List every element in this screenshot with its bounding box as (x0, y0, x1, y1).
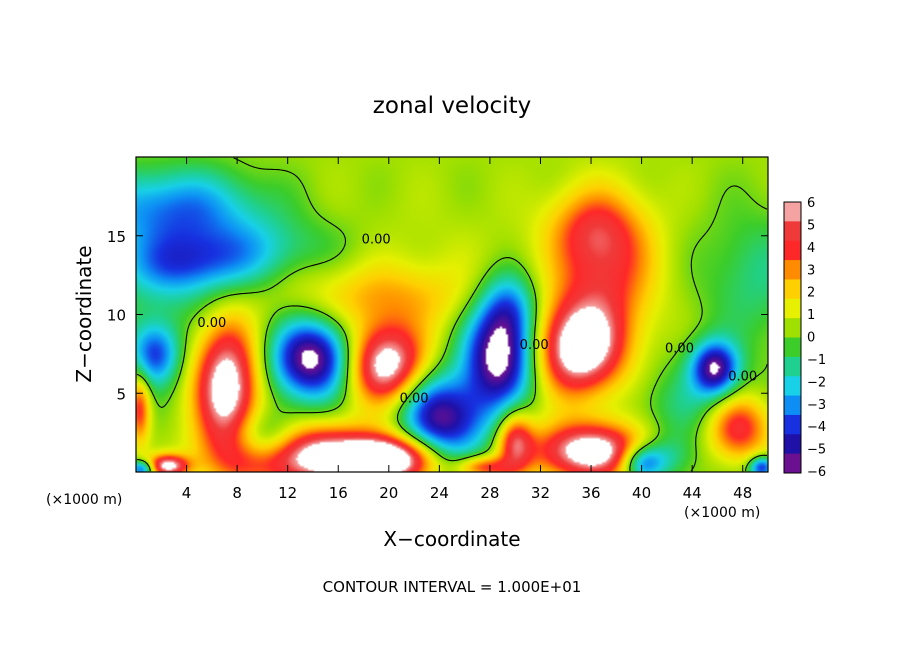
colorbar-label: −6 (807, 465, 826, 480)
y-tick-label: 5 (116, 385, 126, 403)
colorbar-swatch (784, 337, 801, 358)
x-axis-label: X−coordinate (383, 527, 520, 551)
colorbar-label: −3 (807, 398, 826, 413)
x-tick-label: 44 (683, 484, 702, 502)
colorbar-label: −4 (807, 420, 826, 435)
colorbar-label: 0 (807, 331, 815, 346)
colorbar-swatch (784, 260, 801, 280)
colorbar-label: 3 (807, 263, 815, 278)
colorbar-swatch (784, 414, 801, 435)
contour-label: 0.00 (362, 233, 391, 248)
colorbar-frame (783, 201, 802, 474)
colorbar-label: 2 (807, 286, 815, 301)
colorbar-swatch (784, 434, 801, 455)
colorbar-label: 6 (807, 196, 815, 211)
contour-label: 0.00 (520, 338, 549, 353)
x-axis-ticks: 4 8 12 16 20 24 28 32 36 40 44 48 (182, 157, 752, 502)
colorbar-swatch (784, 298, 801, 319)
x-tick-label: 48 (733, 484, 752, 502)
x-tick-label: 16 (329, 484, 348, 502)
colorbar-label: −1 (807, 353, 826, 368)
colorbar: 6 5 4 3 2 1 0 −1 −2 −3 −4 −5 −6 (783, 196, 826, 480)
colorbar-swatch (784, 376, 801, 397)
colorbar-label: 1 (807, 308, 815, 323)
colorbar-label: −2 (807, 375, 826, 390)
x-tick-label: 4 (182, 484, 192, 502)
x-unit-left: (×1000 m) (46, 492, 122, 508)
chart-title: zonal velocity (373, 93, 531, 119)
colorbar-label: −5 (807, 443, 826, 458)
x-tick-label: 36 (581, 484, 600, 502)
x-tick-label: 28 (480, 484, 499, 502)
x-tick-label: 12 (278, 484, 297, 502)
y-tick-label: 15 (107, 228, 126, 246)
contour-label: 0.00 (400, 392, 429, 407)
zero-contours (136, 157, 768, 472)
colorbar-swatch (784, 453, 801, 474)
colorbar-label: 4 (807, 241, 815, 256)
y-tick-label: 10 (107, 307, 126, 325)
x-tick-label: 32 (531, 484, 550, 502)
colorbar-swatch (784, 318, 801, 338)
colorbar-swatch (784, 395, 801, 416)
y-axis-label: Z−coordinate (72, 245, 96, 382)
colorbar-swatch (784, 221, 801, 242)
x-unit-right: (×1000 m) (684, 505, 760, 521)
x-tick-label: 24 (430, 484, 449, 502)
heatmap-field (136, 157, 768, 472)
zero-contour-line (136, 157, 768, 472)
colorbar-label: 5 (807, 218, 815, 233)
contour-labels: 0.00 0.00 0.00 0.00 0.00 0.00 (197, 233, 757, 407)
x-tick-label: 8 (232, 484, 242, 502)
x-tick-label: 20 (379, 484, 398, 502)
colorbar-swatch (784, 202, 801, 222)
contour-label: 0.00 (197, 316, 226, 331)
contour-interval-note: CONTOUR INTERVAL = 1.000E+01 (323, 578, 582, 596)
x-tick-label: 40 (632, 484, 651, 502)
colorbar-swatch (784, 240, 801, 261)
y-axis-ticks: 5 10 15 (107, 228, 768, 403)
colorbar-swatch (784, 279, 801, 300)
contour-label: 0.00 (728, 370, 757, 385)
contour-label: 0.00 (665, 341, 694, 356)
colorbar-swatch (784, 356, 801, 377)
